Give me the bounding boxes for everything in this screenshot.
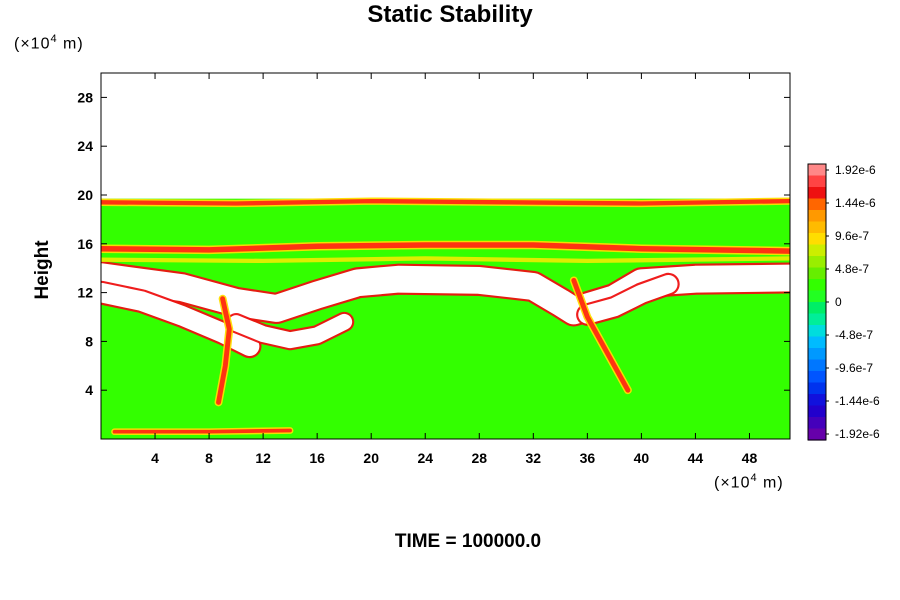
mid-layer [101, 256, 790, 264]
y-tick-label: 16 [77, 236, 93, 252]
x-axis-units: (×104 m) [714, 472, 784, 492]
x-tick-label: 48 [742, 450, 758, 466]
x-tick-label: 8 [205, 450, 213, 466]
colorbar-swatch [808, 267, 826, 280]
colorbar-swatch [808, 279, 826, 292]
colorbar-swatch [808, 336, 826, 349]
x-tick-label: 16 [309, 450, 325, 466]
x-tick-label: 12 [255, 450, 271, 466]
y-tick-label: 20 [77, 187, 93, 203]
colorbar-swatch [808, 302, 826, 315]
x-units-prefix: (×10 [714, 474, 751, 492]
top-edge-layer [101, 198, 790, 206]
y-tick-label: 8 [85, 333, 93, 349]
colorbar-swatch [808, 394, 826, 407]
y-units-prefix: (×10 [14, 35, 51, 53]
x-units-exponent: 4 [750, 472, 758, 484]
x-units-suffix: m) [757, 474, 784, 492]
colorbar-label: -1.92e-6 [835, 427, 880, 441]
colorbar-swatch [808, 198, 826, 211]
colorbar-label: -9.6e-7 [835, 361, 873, 375]
colorbar: 1.92e-6 1.44e-6 9.6e-7 4.8e-7 0 -4.8e-7 -9.6e-… [807, 163, 880, 441]
y-units-exponent: 4 [50, 33, 58, 45]
y-axis: 4 8 12 16 20 24 28 [77, 89, 790, 398]
x-tick-label: 32 [526, 450, 542, 466]
colorbar-swatch [808, 210, 826, 223]
plot-frame [100, 72, 791, 440]
colorbar-label: 0 [835, 295, 842, 309]
colorbar-swatch [808, 187, 826, 200]
x-tick-label: 24 [417, 450, 433, 466]
colorbar-label: 1.92e-6 [835, 163, 876, 177]
y-axis-units: (×104 m) [14, 33, 84, 53]
colorbar-swatch [808, 290, 826, 303]
colorbar-swatch [808, 175, 826, 188]
colorbar-label: 1.44e-6 [835, 196, 876, 210]
time-label: TIME = 100000.0 [394, 531, 542, 552]
right-rising-layer [578, 274, 678, 324]
colorbar-swatch [808, 233, 826, 246]
x-tick-label: 4 [151, 450, 159, 466]
plot-border [100, 72, 791, 440]
colorbar-swatch [808, 348, 826, 361]
x-tick-label: 44 [688, 450, 704, 466]
colorbar-swatch [808, 313, 826, 326]
x-tick-label: 20 [363, 450, 379, 466]
colorbar-swatch [808, 325, 826, 338]
colorbar-label: 4.8e-7 [835, 262, 869, 276]
colorbar-swatch [808, 428, 826, 441]
y-tick-label: 12 [77, 285, 93, 301]
right-vertical-red [571, 277, 631, 393]
colorbar-swatch [808, 405, 826, 418]
x-tick-label: 36 [580, 450, 596, 466]
colorbar-swatch [808, 164, 826, 177]
inner-descent [228, 313, 353, 349]
low-red-band [112, 428, 292, 434]
y-units-suffix: m) [57, 35, 84, 53]
left-vertical-red [216, 296, 232, 405]
chart-title: Static Stability [367, 1, 533, 28]
x-tick-label: 28 [471, 450, 487, 466]
colorbar-swatch [808, 371, 826, 384]
y-tick-label: 28 [77, 89, 93, 105]
colorbar-swatch [808, 359, 826, 372]
colorbar-swatch [808, 244, 826, 257]
x-tick-label: 40 [634, 450, 650, 466]
colorbar-swatch [808, 221, 826, 234]
colorbar-label: -1.44e-6 [835, 394, 880, 408]
tropopause-layer [101, 242, 790, 254]
y-tick-label: 24 [77, 138, 93, 154]
y-tick-label: 4 [85, 382, 93, 398]
colorbar-label: 9.6e-7 [835, 229, 869, 243]
colorbar-swatch [808, 382, 826, 395]
x-axis: 4 8 12 16 20 24 28 32 36 40 44 48 [151, 73, 757, 466]
y-axis-label: Height [32, 240, 53, 300]
colorbar-swatch [808, 256, 826, 269]
heatmap-field [101, 197, 790, 439]
colorbar-label: -4.8e-7 [835, 328, 873, 342]
colorbar-swatch [808, 417, 826, 430]
